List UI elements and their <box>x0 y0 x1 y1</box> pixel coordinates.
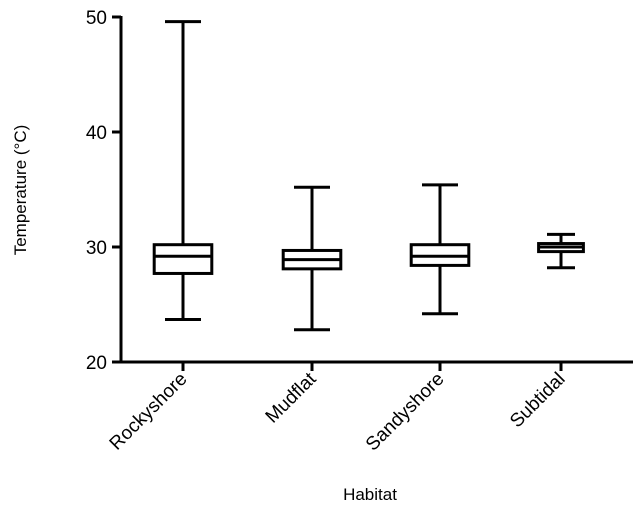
box-subtidal <box>537 232 585 270</box>
x-category-label: Mudflat <box>262 368 321 427</box>
box-rockyshore <box>152 20 214 321</box>
y-tick-label: 20 <box>86 353 107 374</box>
x-category-labels: Rockyshore Mudflat Sandyshore Subtidal <box>106 362 570 455</box>
x-category-label: Rockyshore <box>106 369 192 455</box>
y-tick-label: 50 <box>86 8 107 29</box>
y-ticks: 20 30 40 50 <box>86 8 121 374</box>
boxes <box>152 20 585 332</box>
x-category-label: Subtidal <box>506 369 569 432</box>
y-tick-label: 40 <box>86 123 107 144</box>
y-axis-title: Temperature (°C) <box>11 125 30 256</box>
axes <box>119 16 633 364</box>
box-mudflat <box>281 185 343 332</box>
y-tick-label: 30 <box>86 238 107 259</box>
x-category-label: Sandyshore <box>362 369 449 456</box>
box-sandyshore <box>409 183 471 316</box>
iqr-box <box>152 243 214 275</box>
x-axis-title: Habitat <box>343 485 397 504</box>
